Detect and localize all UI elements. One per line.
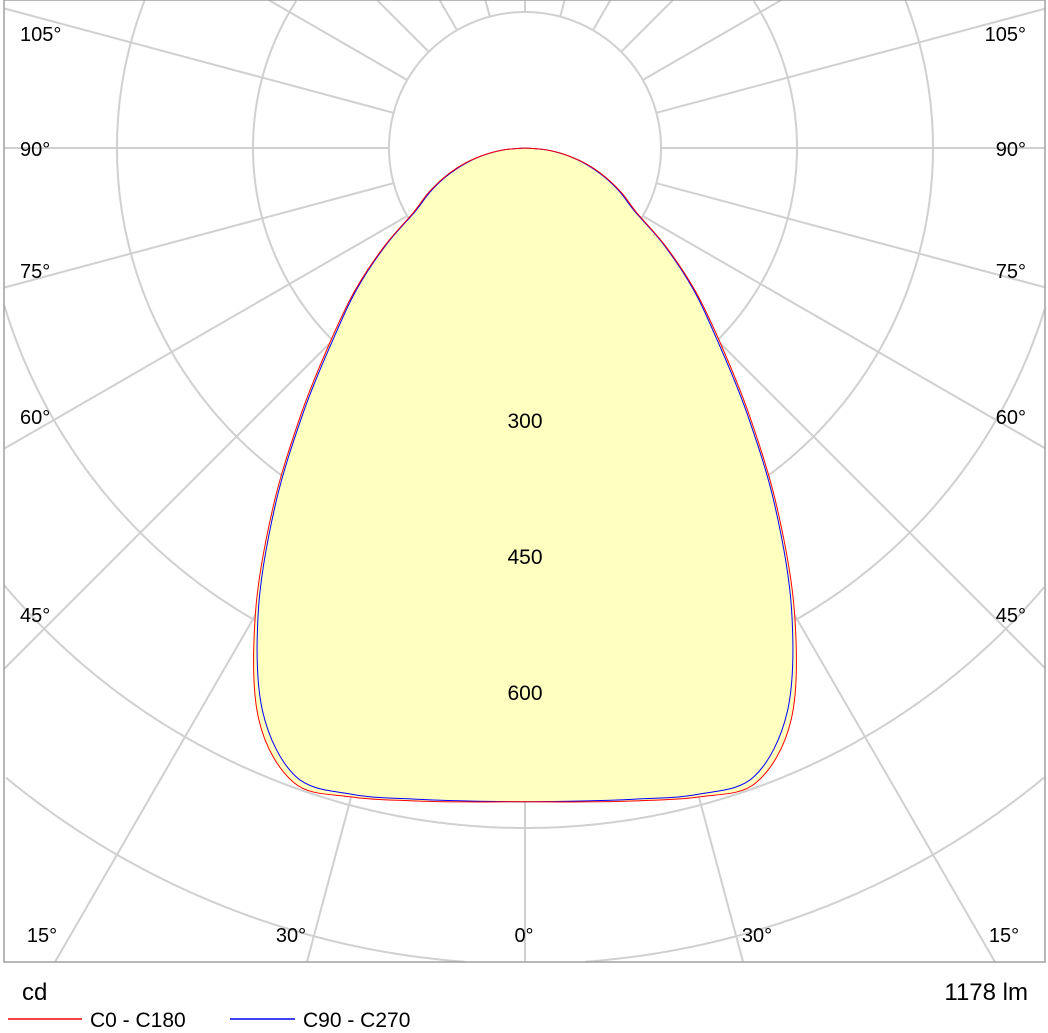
intensity-fill xyxy=(253,148,797,802)
grid-ray-255 xyxy=(3,7,394,114)
legend: C0 - C180 C90 - C270 xyxy=(8,1009,410,1032)
angle-label-right-90: 90° xyxy=(996,139,1026,161)
angle-labels: 105° 90° 75° 60° 45° 30° 15° 105° 90° 75° 60° 45° 30… xyxy=(20,24,1026,947)
angle-label-left-75: 75° xyxy=(20,261,50,283)
radial-tick-label-450: 450 xyxy=(507,546,542,569)
grid-ray-300 xyxy=(3,215,408,450)
grid-ray-75 xyxy=(656,182,1046,289)
grid-ray-225 xyxy=(376,0,430,53)
grid-ray-240 xyxy=(268,0,408,81)
legend-label-c90-c270: C90 - C270 xyxy=(303,1009,410,1032)
grid-ray-60 xyxy=(642,215,1046,450)
unit-label: cd xyxy=(22,979,47,1006)
grid-circle-750 xyxy=(3,584,1045,829)
angle-label-0: 0° xyxy=(514,925,533,947)
grid-ray-105 xyxy=(656,7,1046,114)
radial-tick-labels: 300 450 600 xyxy=(507,410,542,705)
angle-label-right-60: 60° xyxy=(996,407,1026,429)
angle-label-right-15: 15° xyxy=(989,925,1019,947)
angle-label-left-15: 15° xyxy=(27,925,57,947)
angle-label-left-105: 105° xyxy=(20,24,61,46)
grid-ray-285 xyxy=(3,182,394,289)
angle-label-right-105: 105° xyxy=(985,24,1026,46)
radial-tick-label-600: 600 xyxy=(507,682,542,705)
flux-label: 1178 lm xyxy=(944,979,1028,1006)
grid-circle-900 xyxy=(5,776,1045,963)
angle-label-left-30: 30° xyxy=(276,925,306,947)
grid-ray-135 xyxy=(620,0,674,53)
series-curve-c0-c180 xyxy=(253,147,797,803)
grid-ray-210 xyxy=(438,0,458,31)
angle-label-right-30: 30° xyxy=(742,925,772,947)
grid-ray-165 xyxy=(559,0,566,17)
grid-ray-150 xyxy=(592,0,612,31)
angle-label-left-60: 60° xyxy=(20,407,50,429)
plot-frame xyxy=(3,0,1046,963)
grid-ray-195 xyxy=(484,0,491,17)
angle-label-right-45: 45° xyxy=(996,605,1026,627)
grid-ray-120 xyxy=(642,0,782,81)
radial-tick-label-300: 300 xyxy=(507,410,542,433)
angle-label-left-45: 45° xyxy=(20,605,50,627)
angle-label-right-75: 75° xyxy=(996,261,1026,283)
intensity-curves xyxy=(253,147,797,803)
legend-label-c0-c180: C0 - C180 xyxy=(90,1009,186,1032)
angle-label-left-90: 90° xyxy=(20,139,50,161)
